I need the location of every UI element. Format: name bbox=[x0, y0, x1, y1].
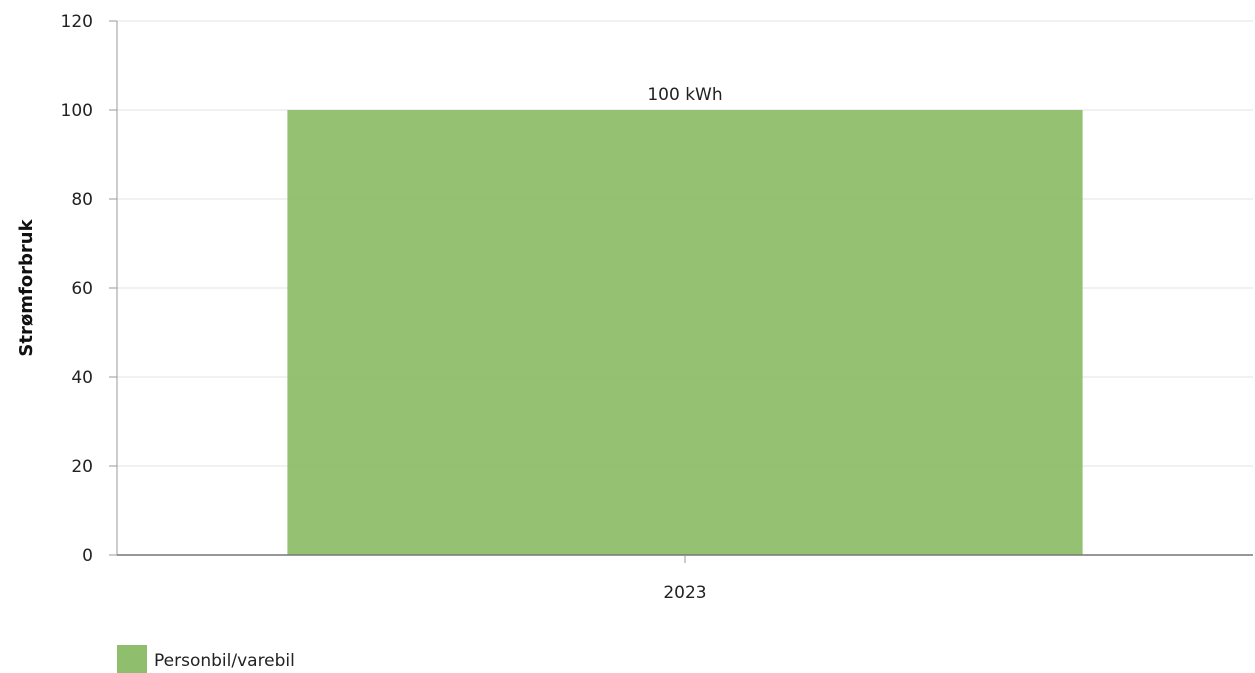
legend-swatch bbox=[117, 645, 147, 673]
bar bbox=[287, 110, 1083, 555]
bar-data-label: 100 kWh bbox=[647, 85, 722, 105]
axes bbox=[109, 20, 1253, 563]
y-tick-label: 40 bbox=[71, 368, 93, 388]
legend[interactable]: Personbil/varebil bbox=[117, 645, 295, 673]
data-labels: 100 kWh bbox=[647, 85, 722, 105]
y-tick-label: 80 bbox=[71, 190, 93, 210]
tick-labels: 0 20 40 60 80 100 120 2023 bbox=[61, 12, 707, 603]
x-tick-label: 2023 bbox=[663, 583, 706, 603]
y-tick-label: 120 bbox=[61, 12, 93, 32]
y-tick-label: 100 bbox=[61, 101, 93, 121]
y-axis-title: Strømforbruk bbox=[16, 218, 37, 356]
y-tick-label: 0 bbox=[82, 546, 93, 566]
y-tick-label: 60 bbox=[71, 279, 93, 299]
bars bbox=[287, 110, 1083, 555]
y-tick-label: 20 bbox=[71, 457, 93, 477]
legend-label: Personbil/varebil bbox=[154, 651, 295, 671]
